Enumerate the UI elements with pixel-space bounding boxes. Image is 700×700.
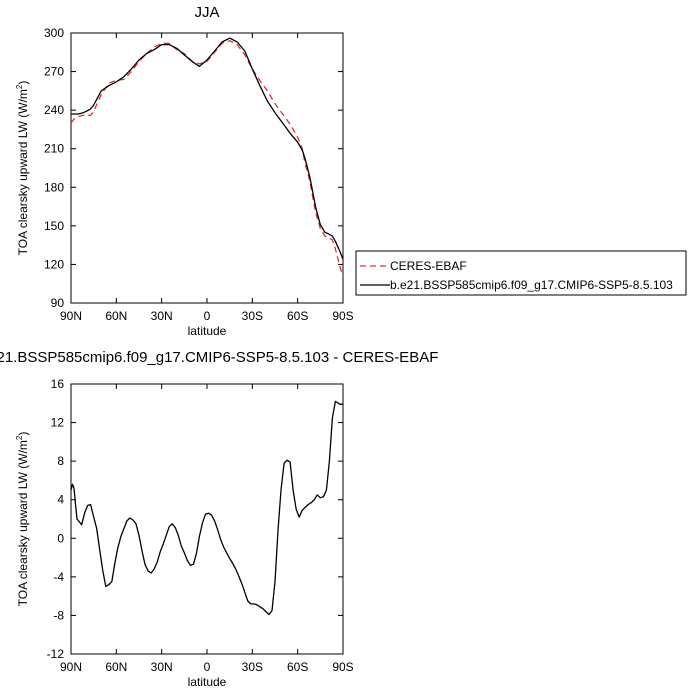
x-tick-label: 90N bbox=[60, 660, 82, 674]
panel-2: b.e21.BSSP585cmip6.f09_g17.CMIP6-SSP5-8.… bbox=[0, 349, 438, 689]
chart-title: JJA bbox=[194, 4, 219, 21]
y-tick-label: 0 bbox=[57, 531, 64, 545]
series-line-ceres-ebaf bbox=[70, 40, 344, 277]
x-tick-label: 60N bbox=[105, 309, 127, 323]
series-line-b-e21-bssp585cmip6-f09-g17-cmip6-ssp5-8-5-103 bbox=[71, 37, 344, 260]
x-tick-label: 0 bbox=[204, 309, 211, 323]
y-tick-label: 90 bbox=[51, 296, 65, 310]
x-tick-label: 60N bbox=[105, 660, 127, 674]
y-tick-label: 120 bbox=[44, 257, 64, 271]
y-tick-label: 16 bbox=[51, 377, 65, 391]
y-tick-label: 150 bbox=[44, 219, 64, 233]
y-tick-label: 8 bbox=[57, 454, 64, 468]
y-tick-label: 240 bbox=[44, 103, 64, 117]
x-tick-label: 30S bbox=[242, 660, 263, 674]
x-tick-label: 90S bbox=[332, 660, 353, 674]
legend-box bbox=[355, 250, 687, 296]
y-tick-label: -4 bbox=[53, 570, 64, 584]
x-tick-label: 60S bbox=[287, 660, 308, 674]
y-tick-label: 12 bbox=[51, 416, 65, 430]
x-axis-label: latitude bbox=[188, 324, 227, 338]
x-tick-label: 90S bbox=[332, 309, 353, 323]
y-tick-label: -8 bbox=[53, 608, 64, 622]
series-line-1 bbox=[70, 400, 343, 616]
x-tick-label: 30S bbox=[242, 309, 263, 323]
x-tick-label: 30N bbox=[151, 660, 173, 674]
y-tick-label: -12 bbox=[47, 647, 65, 661]
panel-1: JJA 90 120 150 180 210 240 270 300 90N 60N 30N 0 30S 6… bbox=[15, 4, 354, 338]
plot-frame bbox=[70, 32, 344, 304]
y-tick-label: 180 bbox=[44, 180, 64, 194]
y-tick-label: 210 bbox=[44, 142, 64, 156]
x-tick-label: 0 bbox=[204, 660, 211, 674]
x-tick-label: 30N bbox=[151, 309, 173, 323]
legend-entry: CERES-EBAF bbox=[390, 259, 467, 273]
y-tick-label: 300 bbox=[44, 26, 64, 40]
y-axis-label: TOA clearsky upward LW (W/m2) bbox=[15, 432, 30, 607]
y-tick-label: 270 bbox=[44, 65, 64, 79]
plot-frame bbox=[70, 383, 344, 655]
legend-entry: b.e21.BSSP585cmip6.f09_g17.CMIP6-SSP5-8.… bbox=[390, 278, 673, 292]
y-tick-label: 4 bbox=[57, 493, 64, 507]
x-tick-label: 90N bbox=[60, 309, 82, 323]
chart-title: b.e21.BSSP585cmip6.f09_g17.CMIP6-SSP5-8.… bbox=[0, 349, 438, 366]
legend: CERES-EBAF b.e21.BSSP585cmip6.f09_g17.CMI… bbox=[355, 250, 687, 296]
x-tick-label: 60S bbox=[287, 309, 308, 323]
y-axis-label: TOA clearsky upward LW (W/m2) bbox=[15, 81, 30, 256]
x-axis-label: latitude bbox=[188, 675, 227, 689]
